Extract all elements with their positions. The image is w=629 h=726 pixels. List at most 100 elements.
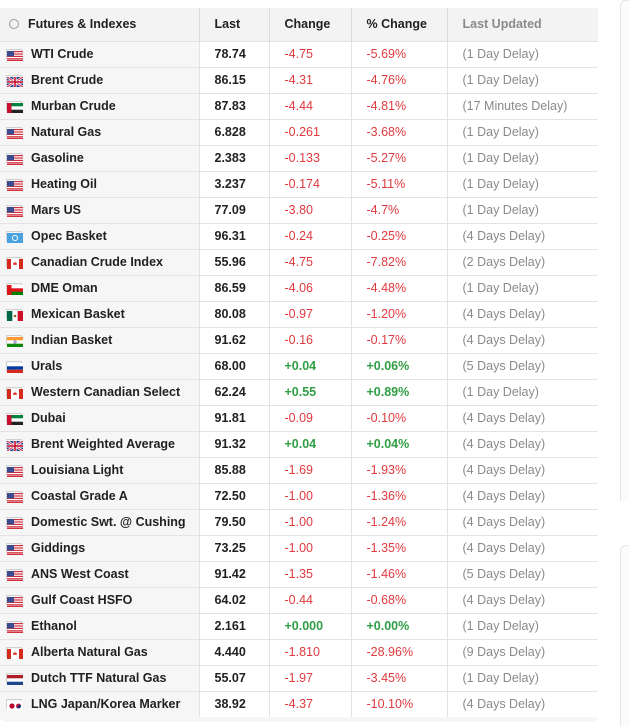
table-row[interactable]: Dubai 91.81 -0.09 -0.10% (4 Days Delay) (0, 404, 598, 431)
row-name[interactable]: Heating Oil (31, 177, 97, 191)
flag-us-icon (6, 516, 23, 529)
futures-table: Futures & Indexes Last Change % Change L… (0, 8, 598, 717)
header-pct-change[interactable]: % Change (351, 8, 448, 41)
header-change[interactable]: Change (269, 8, 352, 41)
row-name[interactable]: Louisiana Light (31, 463, 124, 477)
row-name-cell[interactable]: Dutch TTF Natural Gas (0, 664, 200, 691)
table-row[interactable]: Mars US 77.09 -3.80 -4.7% (1 Day Delay) (0, 196, 598, 223)
row-name-cell[interactable]: Gulf Coast HSFO (0, 586, 200, 613)
table-row[interactable]: Louisiana Light 85.88 -1.69 -1.93% (4 Days D… (0, 456, 598, 483)
row-name[interactable]: Dubai (31, 411, 66, 425)
table-row[interactable]: WTI Crude 78.74 -4.75 -5.69% (1 Day Delay) (0, 40, 598, 67)
row-name[interactable]: Natural Gas (31, 125, 102, 139)
table-row[interactable]: Dutch TTF Natural Gas 55.07 -1.97 -3.45% (1 … (0, 664, 598, 691)
row-name[interactable]: WTI Crude (31, 47, 94, 61)
row-name[interactable]: Brent Weighted Average (31, 437, 176, 451)
row-change: -4.75 (269, 248, 352, 275)
table-row[interactable]: LNG Japan/Korea Marker 38.92 -4.37 -10.10%(… (0, 690, 598, 717)
row-name[interactable]: Gasoline (31, 151, 84, 165)
row-name[interactable]: Coastal Grade A (31, 489, 128, 503)
row-name[interactable]: Murban Crude (31, 99, 116, 113)
row-last: 4.440 (199, 638, 270, 665)
table-header-row: Futures & Indexes Last Change % Change L… (0, 8, 598, 41)
row-name-cell[interactable]: Brent Weighted Average (0, 430, 200, 457)
row-name-cell[interactable]: Louisiana Light (0, 456, 200, 483)
flag-us-icon (6, 464, 23, 477)
row-name[interactable]: Opec Basket (31, 229, 107, 243)
table-row[interactable]: DME Oman 86.59 -4.06 -4.48% (1 Day Delay) (0, 274, 598, 301)
row-name-cell[interactable]: Heating Oil (0, 170, 200, 197)
row-last: 72.50 (199, 482, 270, 509)
row-name[interactable]: LNG Japan/Korea Marker (31, 697, 181, 712)
row-last: 62.24 (199, 378, 270, 405)
row-pct-change: -7.82% (351, 248, 448, 275)
row-last: 87.83 (199, 92, 270, 119)
table-row[interactable]: ANS West Coast 91.42 -1.35 -1.46% (5 Days De… (0, 560, 598, 587)
row-name-cell[interactable]: Gasoline (0, 144, 200, 171)
row-name[interactable]: Dutch TTF Natural Gas (31, 671, 167, 685)
row-name-cell[interactable]: Domestic Swt. @ Cushing (0, 508, 200, 535)
row-name[interactable]: Mexican Basket (31, 307, 125, 321)
row-name-cell[interactable]: LNG Japan/Korea Marker (0, 690, 200, 717)
table-row[interactable]: Brent Crude 86.15 -4.31 -4.76% (1 Day Delay) (0, 66, 598, 93)
row-name-cell[interactable]: Urals (0, 352, 200, 379)
row-last-updated: (4 Days Delay) (447, 404, 598, 431)
row-name[interactable]: Alberta Natural Gas (31, 645, 148, 659)
header-last[interactable]: Last (199, 8, 270, 41)
flag-us-icon (6, 204, 23, 217)
row-name-cell[interactable]: Natural Gas (0, 118, 200, 145)
row-name-cell[interactable]: Brent Crude (0, 66, 200, 93)
row-last: 91.42 (199, 560, 270, 587)
row-name[interactable]: ANS West Coast (31, 567, 129, 581)
row-name[interactable]: DME Oman (31, 281, 98, 295)
flag-us-icon (6, 594, 23, 607)
table-row[interactable]: Natural Gas 6.828 -0.261 -3.68% (1 Day Delay… (0, 118, 598, 145)
row-name-cell[interactable]: DME Oman (0, 274, 200, 301)
row-name-cell[interactable]: Canadian Crude Index (0, 248, 200, 275)
row-name-cell[interactable]: WTI Crude (0, 40, 200, 67)
row-name-cell[interactable]: Ethanol (0, 612, 200, 639)
row-name[interactable]: Giddings (31, 541, 86, 555)
row-name-cell[interactable]: Opec Basket (0, 222, 200, 249)
row-name[interactable]: Canadian Crude Index (31, 255, 163, 269)
table-row[interactable]: Domestic Swt. @ Cushing 79.50 -1.00 -1.24%(… (0, 508, 598, 535)
table-row[interactable]: Heating Oil 3.237 -0.174 -5.11% (1 Day Delay… (0, 170, 598, 197)
row-name[interactable]: Western Canadian Select (31, 385, 181, 399)
row-name[interactable]: Domestic Swt. @ Cushing (31, 515, 186, 529)
row-name-cell[interactable]: ANS West Coast (0, 560, 200, 587)
flag-us-icon (6, 48, 23, 61)
table-row[interactable]: Giddings 73.25 -1.00 -1.35% (4 Days Delay) (0, 534, 598, 561)
row-name[interactable]: Indian Basket (31, 333, 113, 347)
row-name[interactable]: Ethanol (31, 619, 77, 633)
table-row[interactable]: Murban Crude 87.83 -4.44 -4.81% (17 Minutes … (0, 92, 598, 119)
row-name-cell[interactable]: Mars US (0, 196, 200, 223)
row-name[interactable]: Urals (31, 359, 63, 373)
row-name-cell[interactable]: Coastal Grade A (0, 482, 200, 509)
row-change: -1.97 (269, 664, 352, 691)
row-name[interactable]: Mars US (31, 203, 82, 217)
table-row[interactable]: Canadian Crude Index 55.96 -4.75 -7.82% (2 D… (0, 248, 598, 275)
row-name[interactable]: Brent Crude (31, 73, 104, 87)
table-row[interactable]: Coastal Grade A 72.50 -1.00 -1.36% (4 Days D… (0, 482, 598, 509)
header-name[interactable]: Futures & Indexes (0, 8, 200, 41)
row-name-cell[interactable]: Giddings (0, 534, 200, 561)
row-name-cell[interactable]: Mexican Basket (0, 300, 200, 327)
row-name-cell[interactable]: Western Canadian Select (0, 378, 200, 405)
table-row[interactable]: Urals 68.00 +0.04 +0.06% (5 Days Delay) (0, 352, 598, 379)
row-name-cell[interactable]: Dubai (0, 404, 200, 431)
table-row[interactable]: Alberta Natural Gas 4.440 -1.810 -28.96% (9 … (0, 638, 598, 665)
header-last-updated[interactable]: Last Updated (447, 8, 598, 41)
table-row[interactable]: Mexican Basket 80.08 -0.97 -1.20% (4 Days De… (0, 300, 598, 327)
row-name-cell[interactable]: Murban Crude (0, 92, 200, 119)
row-pct-change: -10.10% (351, 690, 448, 717)
table-row[interactable]: Brent Weighted Average 91.32 +0.04 +0.04% (4… (0, 430, 598, 457)
table-row[interactable]: Indian Basket 91.62 -0.16 -0.17% (4 Days Del… (0, 326, 598, 353)
table-row[interactable]: Western Canadian Select 62.24 +0.55 +0.89%(… (0, 378, 598, 405)
table-row[interactable]: Ethanol 2.161 +0.000 +0.00% (1 Day Delay) (0, 612, 598, 639)
table-row[interactable]: Gulf Coast HSFO 64.02 -0.44 -0.68% (4 Days D… (0, 586, 598, 613)
row-name-cell[interactable]: Indian Basket (0, 326, 200, 353)
row-name[interactable]: Gulf Coast HSFO (31, 593, 133, 607)
table-row[interactable]: Gasoline 2.383 -0.133 -5.27% (1 Day Delay) (0, 144, 598, 171)
row-name-cell[interactable]: Alberta Natural Gas (0, 638, 200, 665)
table-row[interactable]: Opec Basket 96.31 -0.24 -0.25% (4 Days Delay… (0, 222, 598, 249)
